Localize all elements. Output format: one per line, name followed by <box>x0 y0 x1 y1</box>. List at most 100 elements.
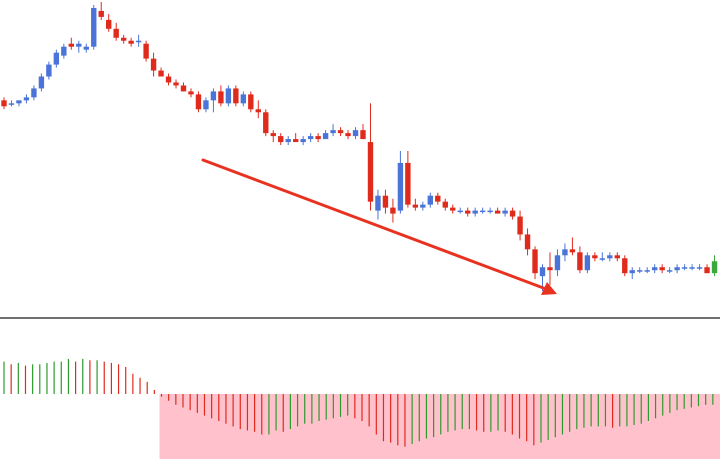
candle <box>322 130 329 140</box>
candle <box>622 255 628 277</box>
candle-body <box>577 252 583 271</box>
candle <box>427 192 434 208</box>
candle-body <box>509 210 516 217</box>
candle <box>31 85 37 101</box>
candle-body <box>203 100 209 110</box>
candle-body <box>218 91 224 104</box>
candle-body <box>180 85 187 92</box>
candle <box>143 40 149 62</box>
candle-body <box>270 133 276 137</box>
candle-body <box>360 130 366 140</box>
candle <box>1 97 7 110</box>
candle-body <box>1 100 7 107</box>
candle <box>681 264 688 271</box>
candle <box>674 264 680 274</box>
candle <box>644 267 650 274</box>
candle-body <box>300 139 306 143</box>
candle <box>83 43 89 53</box>
candle <box>128 37 134 47</box>
candle <box>337 127 344 137</box>
candle <box>509 207 516 220</box>
candle <box>210 88 217 113</box>
candle-body <box>337 130 344 134</box>
trend-arrow-shaft <box>201 158 548 291</box>
trend-arrow-head <box>541 282 557 295</box>
candle-body <box>53 52 60 65</box>
candle-body <box>240 94 247 104</box>
candle-body <box>367 142 374 202</box>
candle-body <box>494 210 501 214</box>
candle-body <box>307 136 314 140</box>
candle-body <box>61 46 67 56</box>
candle-body <box>644 270 650 272</box>
candle-body <box>113 28 119 38</box>
candle-body <box>285 139 291 143</box>
candle <box>173 79 179 89</box>
price-candles <box>1 2 718 292</box>
candle <box>666 267 673 274</box>
candle-body <box>442 201 448 208</box>
candle-body <box>607 255 613 259</box>
candle <box>98 2 104 20</box>
candle <box>270 130 276 143</box>
candle-body <box>479 210 486 213</box>
candle <box>435 192 441 205</box>
candle-body <box>375 195 381 211</box>
candle <box>292 133 299 143</box>
candle-body <box>532 249 538 274</box>
candle <box>203 97 209 113</box>
candle-body <box>472 210 478 214</box>
candle <box>487 207 493 214</box>
oscillator-shaded-region <box>159 394 720 459</box>
candle-body <box>195 94 202 110</box>
candle <box>225 85 232 107</box>
candle-body <box>659 267 665 271</box>
candle <box>150 52 157 77</box>
candle <box>248 91 254 113</box>
candle <box>696 264 703 271</box>
candle <box>158 67 164 77</box>
candle-body <box>622 258 628 274</box>
candle-body <box>502 210 508 214</box>
candle <box>397 151 404 214</box>
candle <box>360 124 366 140</box>
candle-body <box>263 112 269 134</box>
candle <box>113 22 119 41</box>
candle-body <box>420 204 426 208</box>
candle <box>614 252 620 262</box>
candle-body <box>16 100 22 104</box>
candle <box>16 100 22 107</box>
candle <box>46 61 52 80</box>
candle-body <box>23 97 30 101</box>
candle-body <box>233 88 239 104</box>
candle-body <box>188 91 194 95</box>
candle <box>345 130 351 140</box>
candle-body <box>345 133 351 137</box>
candle <box>711 255 718 277</box>
candle <box>61 43 67 59</box>
candle-body <box>592 255 598 259</box>
candle-body <box>614 255 620 259</box>
candle <box>494 207 501 214</box>
candle <box>450 204 456 214</box>
candle <box>457 207 463 214</box>
candle <box>562 243 568 262</box>
candle <box>704 264 710 274</box>
candle-body <box>681 267 688 269</box>
candle-body <box>68 43 75 47</box>
candle-body <box>225 88 232 104</box>
candle <box>547 252 553 286</box>
candle-body <box>435 195 441 202</box>
candle-body <box>143 43 149 59</box>
candle-body <box>292 139 299 143</box>
candle-body <box>674 267 680 271</box>
candle-body <box>91 7 97 47</box>
candle-body <box>120 37 127 41</box>
candle-body <box>76 43 82 47</box>
candle <box>390 198 396 223</box>
candle <box>255 100 261 119</box>
candle-body <box>584 255 591 271</box>
candle-body <box>457 210 463 213</box>
candle-body <box>315 136 321 140</box>
